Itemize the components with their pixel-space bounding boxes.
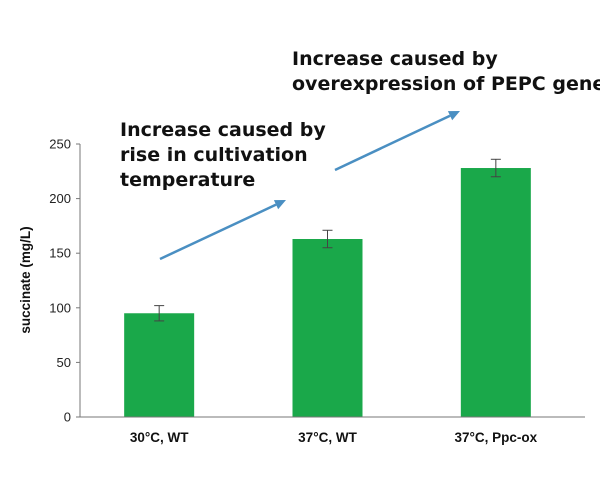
arrow-shaft bbox=[334, 114, 451, 172]
y-tick-label: 0 bbox=[64, 410, 71, 425]
arrow-temperature bbox=[159, 200, 286, 261]
y-tick-label: 50 bbox=[57, 355, 71, 370]
y-axis-label: succinate (mg/L) bbox=[18, 226, 33, 333]
annotation-pepc-line-2: overexpression of PEPC gene bbox=[292, 73, 600, 96]
x-axis: 30°C, WT 37°C, WT 37°C, Ppc-ox bbox=[80, 416, 585, 445]
arrow-head bbox=[273, 200, 286, 210]
x-tick-label: 37°C, Ppc-ox bbox=[454, 430, 537, 445]
bar bbox=[292, 239, 363, 417]
bar bbox=[460, 168, 531, 417]
y-tick-label: 150 bbox=[49, 246, 71, 261]
arrow-shaft bbox=[159, 203, 277, 261]
arrow-pepc bbox=[334, 111, 460, 172]
annotation-pepc-line-1: Increase caused by bbox=[292, 48, 498, 70]
bars bbox=[124, 158, 531, 417]
y-tick-label: 200 bbox=[49, 191, 71, 206]
annotation-temperature-line-1: Increase caused by bbox=[120, 119, 326, 141]
bar bbox=[124, 313, 195, 417]
y-tick-label: 100 bbox=[49, 300, 71, 315]
trend-arrows bbox=[159, 111, 460, 261]
y-tick-label: 250 bbox=[49, 137, 71, 152]
annotation-temperature-line-3: temperature bbox=[120, 169, 256, 192]
annotation-pepc: Increase caused by overexpression of PEP… bbox=[292, 47, 600, 97]
x-tick-label: 37°C, WT bbox=[298, 430, 357, 445]
annotation-temperature-line-2: rise in cultivation bbox=[120, 144, 308, 167]
arrow-head bbox=[447, 111, 460, 121]
annotation-temperature: Increase caused by rise in cultivation t… bbox=[120, 118, 326, 193]
x-tick-label: 30°C, WT bbox=[130, 430, 189, 445]
y-axis: 0 50 100 150 200 250 bbox=[49, 137, 81, 425]
